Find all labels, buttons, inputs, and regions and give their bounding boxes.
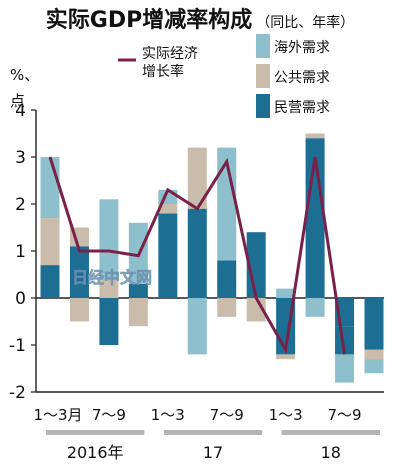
year-band: [281, 430, 380, 435]
bar-segment-overseas: [276, 288, 296, 298]
bar-segment-private: [40, 265, 60, 298]
year-label: 18: [321, 443, 341, 462]
y-tick-label: 4: [15, 101, 26, 121]
bar-segment-overseas: [40, 157, 60, 219]
bar-segment-private: [158, 213, 178, 298]
bar-segment-overseas: [217, 147, 237, 261]
legend-line-label: 实际经济增长率: [142, 46, 198, 80]
bar-segment-overseas: [305, 298, 325, 317]
bar-segment-public: [305, 133, 325, 139]
year-band: [163, 430, 263, 435]
bar-segment-private: [217, 260, 237, 298]
y-tick-label: -1: [9, 336, 26, 356]
y-axis-unit: %、点: [10, 66, 39, 110]
bar-segment-private: [128, 283, 148, 298]
y-tick-label: 1: [15, 242, 26, 262]
bar-segment-public: [99, 279, 119, 298]
bar-segment-private: [335, 326, 355, 355]
year-label: 2016年: [67, 443, 124, 462]
bar-segment-public: [217, 298, 237, 317]
bar-segment-private: [187, 208, 207, 298]
legend-label-private: 民营需求: [274, 100, 330, 116]
chart-title: 实际GDP增减率构成 （同比、年率）: [0, 2, 400, 34]
axis-layer: 4 3 2 1 0 -1 -2 1～3月 7～9 1～3 7～9 1～3 7～9 2016年 17 18: [9, 101, 384, 462]
bar-segment-private: [99, 298, 119, 345]
growth-line-layer: [48, 156, 347, 355]
bar-segment-public: [158, 204, 178, 214]
x-tick-label: 7～9: [210, 406, 244, 424]
x-tick-label: 7～9: [92, 406, 126, 424]
subtitle-text: （同比、年率）: [256, 15, 355, 31]
y-tick-label: -2: [9, 383, 26, 403]
watermark-text: 日经中文网: [72, 268, 152, 287]
bar-segment-private: [69, 246, 89, 298]
bar-segment-public: [69, 298, 89, 322]
bar-segment-overseas: [99, 199, 119, 280]
x-tick-label: 1～3: [151, 406, 185, 424]
bar-segment-private: [364, 298, 384, 350]
title-text: 实际GDP增减率构成: [45, 8, 253, 33]
legend-label-overseas: 海外需求: [274, 40, 330, 56]
growth-rate-line: [48, 156, 347, 355]
y-tick-label: 2: [15, 195, 26, 215]
bar-segment-public: [276, 354, 296, 360]
legend-swatch-public: [256, 64, 270, 88]
y-tick-label: 0: [15, 289, 26, 309]
legend-swatch-private: [256, 94, 270, 118]
bar-segment-public: [128, 298, 148, 327]
bar-segment-overseas: [187, 298, 207, 355]
year-band: [46, 430, 145, 435]
bar-segment-public: [187, 147, 207, 209]
x-tick-label: 1～3月: [33, 406, 82, 424]
y-tick-label: 3: [15, 148, 26, 168]
x-tick-label: 1～3: [269, 406, 303, 424]
legend-swatch-overseas: [256, 34, 270, 58]
bar-segment-overseas: [335, 354, 355, 383]
year-label: 17: [203, 443, 223, 462]
bar-segment-public: [364, 349, 384, 360]
x-tick-label: 7～9: [327, 406, 361, 424]
legend-label-public: 公共需求: [274, 70, 330, 86]
bar-segment-public: [40, 218, 60, 266]
bar-segment-overseas: [364, 359, 384, 374]
bars-layer: [40, 133, 384, 383]
